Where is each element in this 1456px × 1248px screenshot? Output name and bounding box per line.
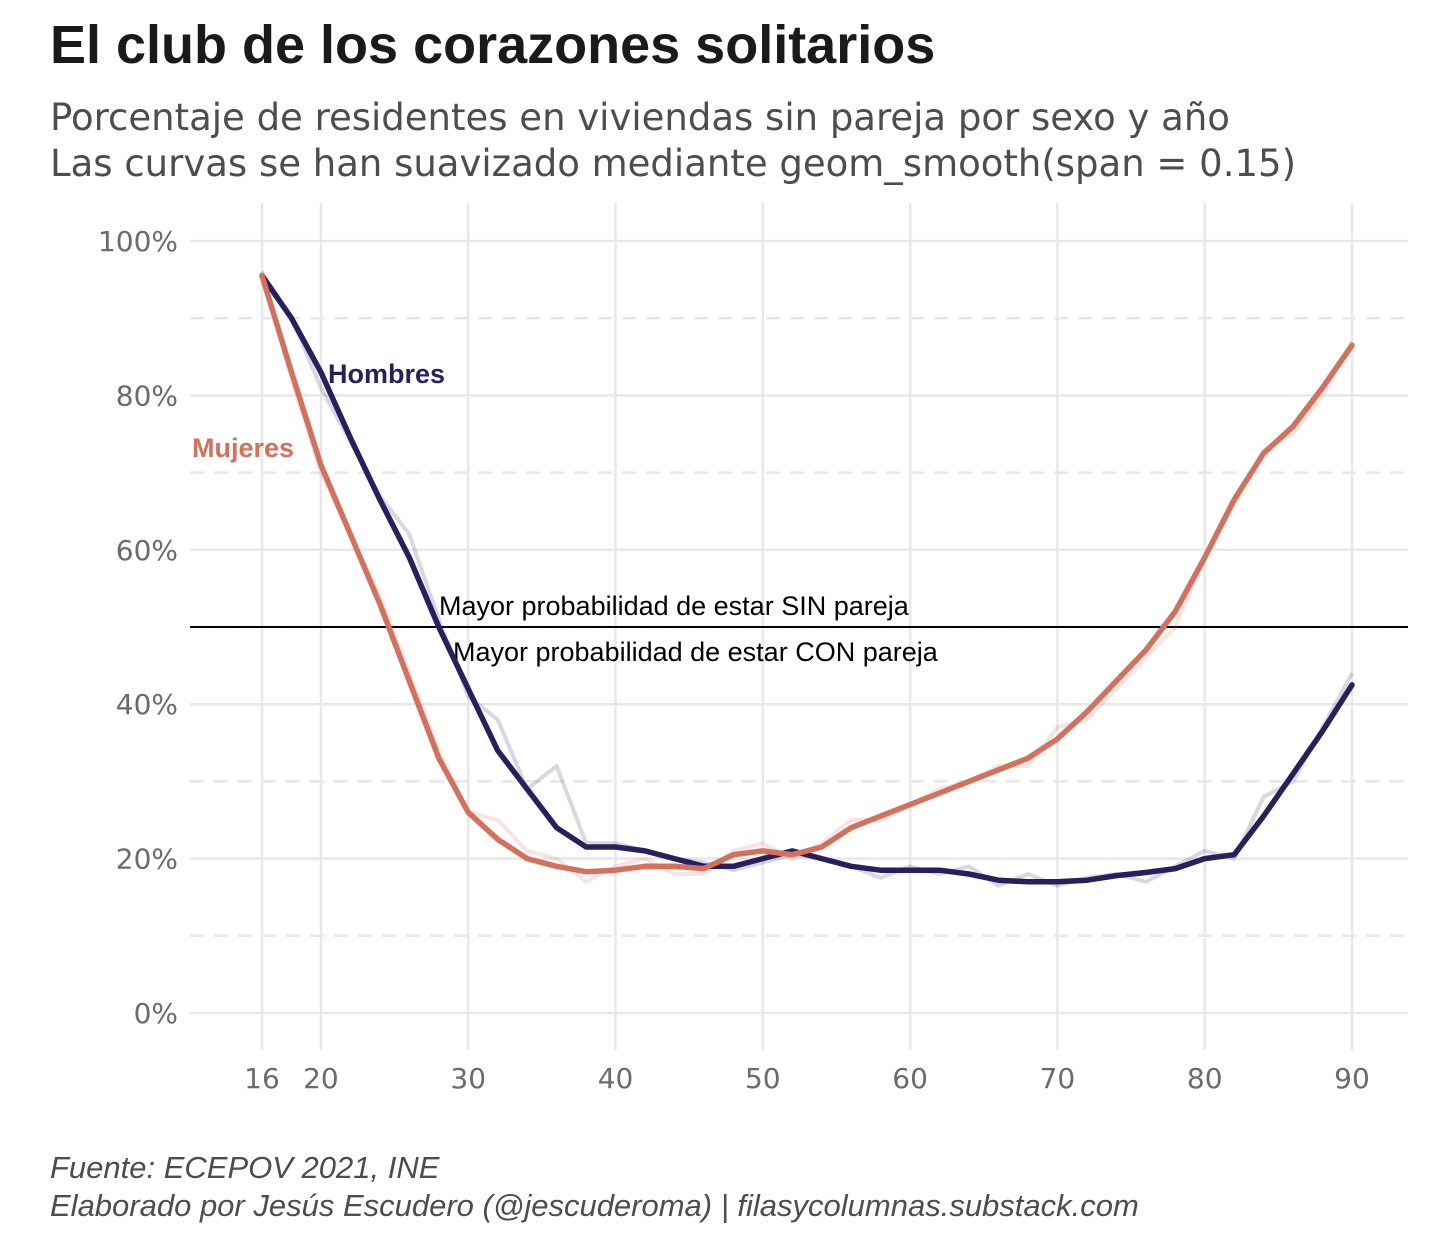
x-tick-label: 20 — [303, 1062, 339, 1095]
chart-subtitle-line-2: Las curvas se han suavizado mediante geo… — [50, 142, 1297, 185]
caption-author: Elaborado por Jesús Escudero (@jescudero… — [50, 1188, 1139, 1223]
series-group — [259, 270, 1355, 888]
y-tick-label: 20% — [116, 843, 178, 876]
series-label-mujeres: Mujeres — [192, 433, 294, 463]
series-label-hombres: Hombres — [328, 359, 445, 389]
chart-subtitle-line-1: Porcentaje de residentes en viviendas si… — [50, 96, 1230, 139]
x-tick-label: 90 — [1334, 1062, 1370, 1095]
y-tick-label: 0% — [134, 997, 178, 1030]
smoothed-line-hombres — [259, 272, 1355, 885]
x-tick-label: 30 — [450, 1062, 486, 1095]
annotation-con-pareja: Mayor probabilidad de estar CON pareja — [453, 637, 939, 667]
y-tick-label: 60% — [116, 534, 178, 567]
y-tick-label: 40% — [116, 688, 178, 721]
y-axis: 0% 20% 40% 60% 80% 100% — [98, 225, 178, 1030]
y-tick-label: 80% — [116, 379, 178, 412]
reference-line-group: Mayor probabilidad de estar SIN pareja Ma… — [190, 591, 1408, 667]
x-axis: 16 20 30 40 50 60 70 80 90 — [244, 1062, 1370, 1095]
x-tick-label: 60 — [892, 1062, 928, 1095]
x-tick-label: 40 — [598, 1062, 634, 1095]
smoothed-line-mujeres — [259, 272, 1355, 875]
series-labels: Hombres Mujeres — [192, 359, 445, 463]
chart-title: El club de los corazones solitarios — [50, 15, 936, 75]
x-tick-label: 70 — [1040, 1062, 1076, 1095]
x-tick-label: 50 — [745, 1062, 781, 1095]
x-tick-label: 80 — [1187, 1062, 1223, 1095]
y-tick-label: 100% — [98, 225, 178, 258]
x-tick-label: 16 — [244, 1062, 280, 1095]
caption-source: Fuente: ECEPOV 2021, INE — [50, 1150, 440, 1185]
annotation-sin-pareja: Mayor probabilidad de estar SIN pareja — [439, 591, 910, 621]
